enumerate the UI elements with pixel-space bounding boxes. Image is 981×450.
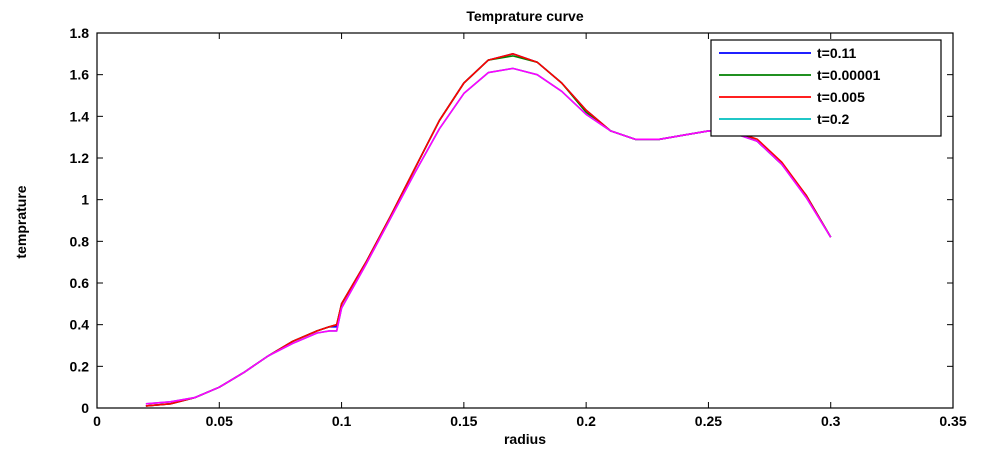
x-tick-label: 0.1 xyxy=(332,413,352,429)
x-tick-label: 0.35 xyxy=(939,413,966,429)
y-axis-label: temprature xyxy=(13,185,29,258)
series-layer xyxy=(145,52,832,407)
y-tick-label: 0 xyxy=(81,400,89,416)
y-tick-label: 1.6 xyxy=(70,67,90,83)
x-axis-label: radius xyxy=(504,431,546,447)
y-tick-label: 1.4 xyxy=(70,108,90,124)
y-tick-label: 0.8 xyxy=(70,233,90,249)
x-tick-label: 0.05 xyxy=(206,413,233,429)
x-tick-label: 0 xyxy=(93,413,101,429)
legend: t=0.11 t=0.00001 t=0.005 t=0.2 xyxy=(710,39,942,137)
x-tick-label: 0.3 xyxy=(821,413,841,429)
legend-label: t=0.2 xyxy=(817,111,850,127)
legend-label: t=0.11 xyxy=(817,45,857,61)
y-tick-label: 1 xyxy=(81,192,89,208)
chart-title: Temprature curve xyxy=(466,8,583,24)
legend-label: t=0.00001 xyxy=(817,67,881,83)
y-tick-label: 1.2 xyxy=(70,150,90,166)
y-tick-label: 1.8 xyxy=(70,25,90,41)
y-tick-label: 0.4 xyxy=(70,317,90,333)
axis-ticks: 0 0.05 0.1 0.15 0.2 0.25 0.3 0.35 0 0.2 0.4 0.6 0.8 1… xyxy=(70,25,967,429)
legend-box xyxy=(710,39,942,137)
y-tick-label: 0.6 xyxy=(70,275,90,291)
x-tick-label: 0.15 xyxy=(450,413,477,429)
series-line xyxy=(145,67,832,405)
y-tick-label: 0.2 xyxy=(70,358,90,374)
x-tick-label: 0.25 xyxy=(695,413,722,429)
x-tick-label: 0.2 xyxy=(576,413,596,429)
legend-label: t=0.005 xyxy=(817,89,865,105)
